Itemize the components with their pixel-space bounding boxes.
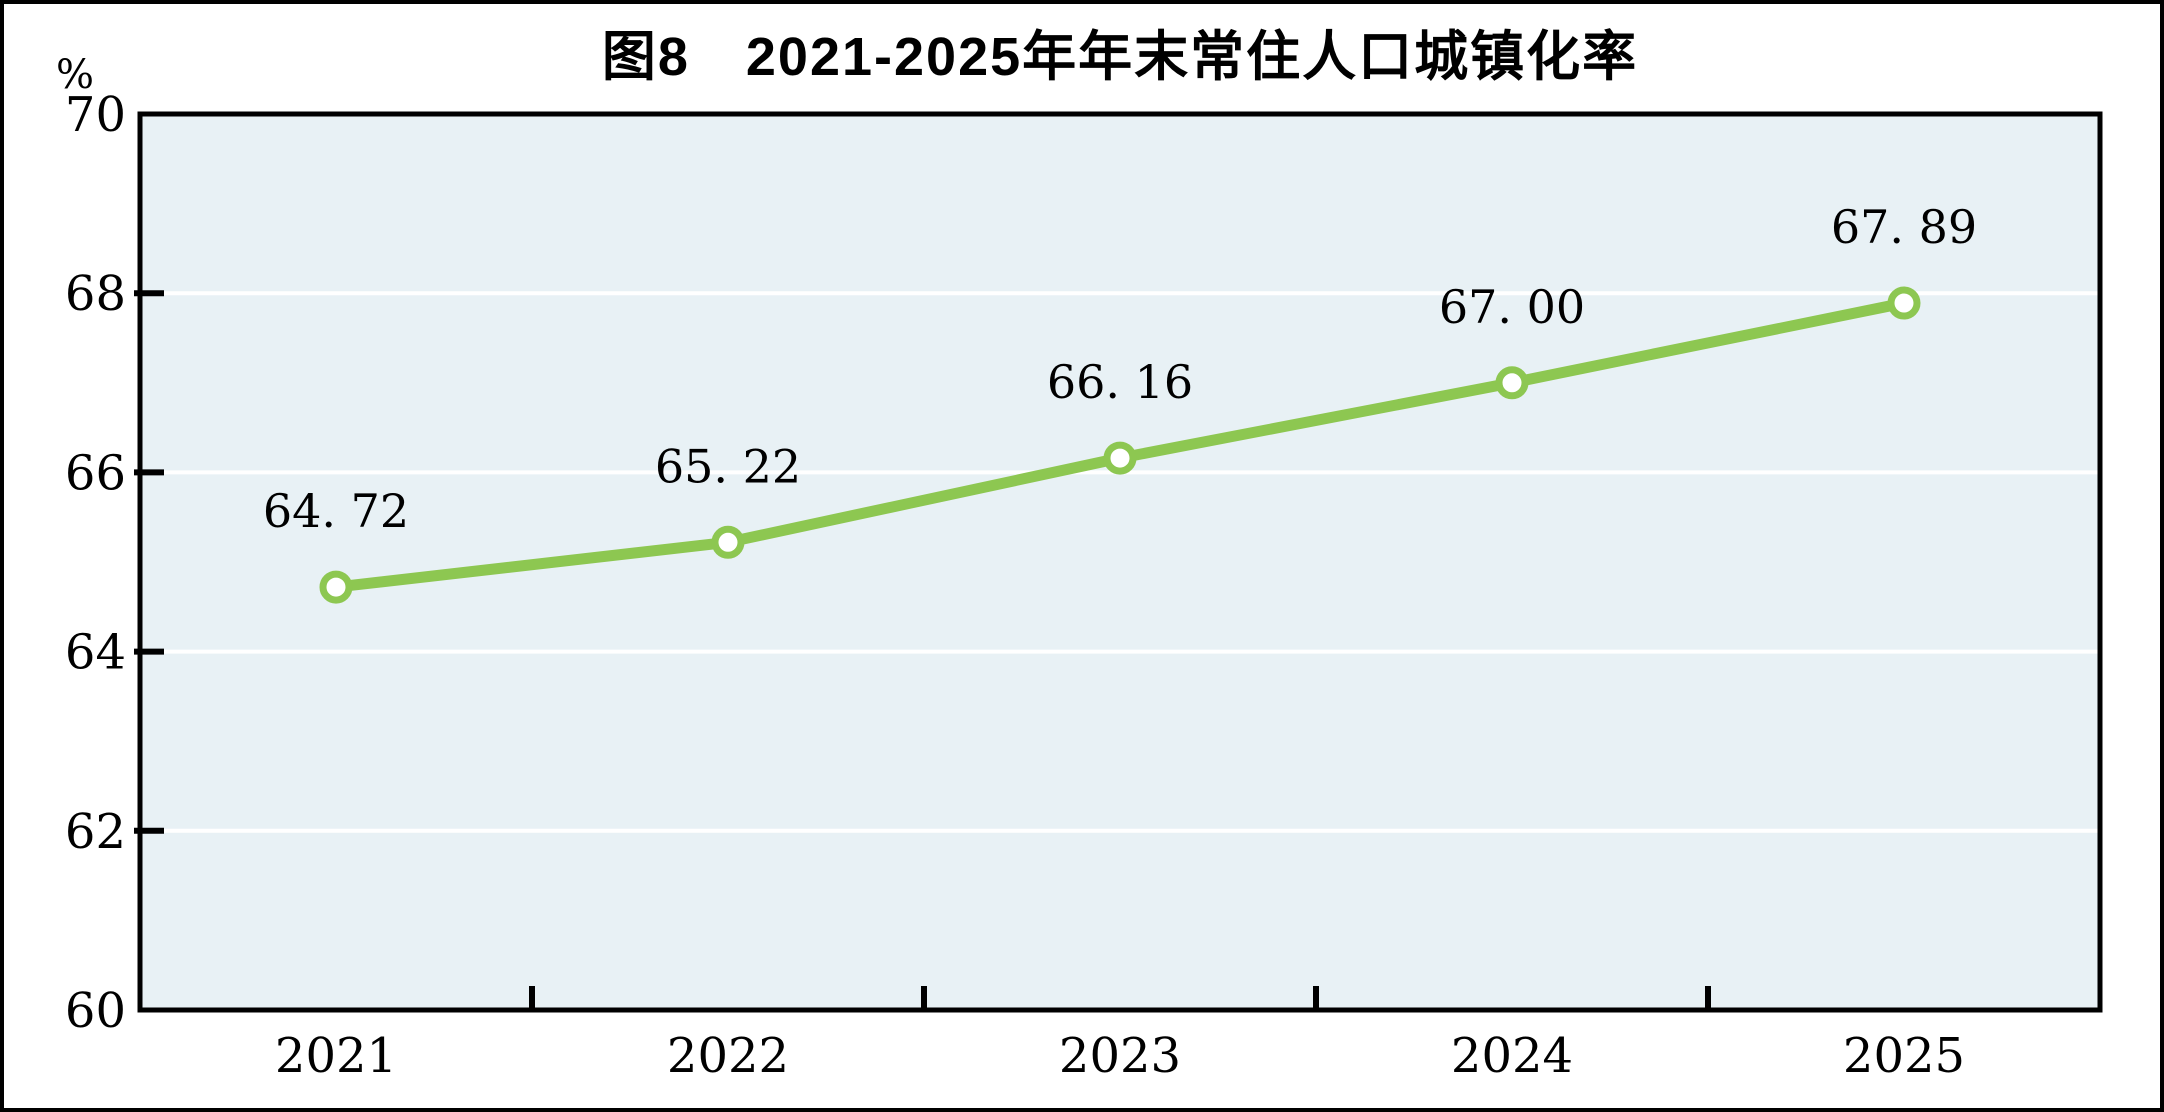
x-tick-label-2021: 2021 — [275, 1028, 397, 1084]
data-label-2025: 67. 89 — [1831, 200, 1977, 254]
x-tick-label-2024: 2024 — [1451, 1028, 1573, 1084]
data-label-2021: 64. 72 — [263, 484, 409, 538]
x-tick-label-2023: 2023 — [1059, 1028, 1181, 1084]
data-point-2024 — [1495, 366, 1529, 400]
y-tick-label-60: 60 — [65, 983, 126, 1039]
data-point-2022 — [711, 525, 745, 559]
data-point-2021 — [319, 570, 353, 604]
y-tick-label-66: 66 — [65, 445, 126, 501]
chart-title: 图8 2021-2025年年末常住人口城镇化率 — [601, 27, 1639, 87]
y-tick-label-68: 68 — [65, 266, 126, 322]
y-tick-label-62: 62 — [65, 804, 126, 860]
y-axis-unit-label: % — [55, 52, 94, 98]
data-point-2025 — [1887, 286, 1921, 320]
plot-border — [137, 111, 2103, 1013]
x-tick-label-2025: 2025 — [1843, 1028, 1965, 1084]
x-tick-label-2022: 2022 — [667, 1028, 789, 1084]
data-label-2023: 66. 16 — [1047, 355, 1193, 409]
y-tick-label-70: 70 — [65, 87, 126, 143]
data-point-2023 — [1103, 441, 1137, 475]
y-tick-label-64: 64 — [65, 625, 126, 681]
plot-area — [140, 114, 2100, 1010]
data-label-2022: 65. 22 — [655, 439, 801, 493]
data-label-2024: 67. 00 — [1439, 280, 1585, 334]
